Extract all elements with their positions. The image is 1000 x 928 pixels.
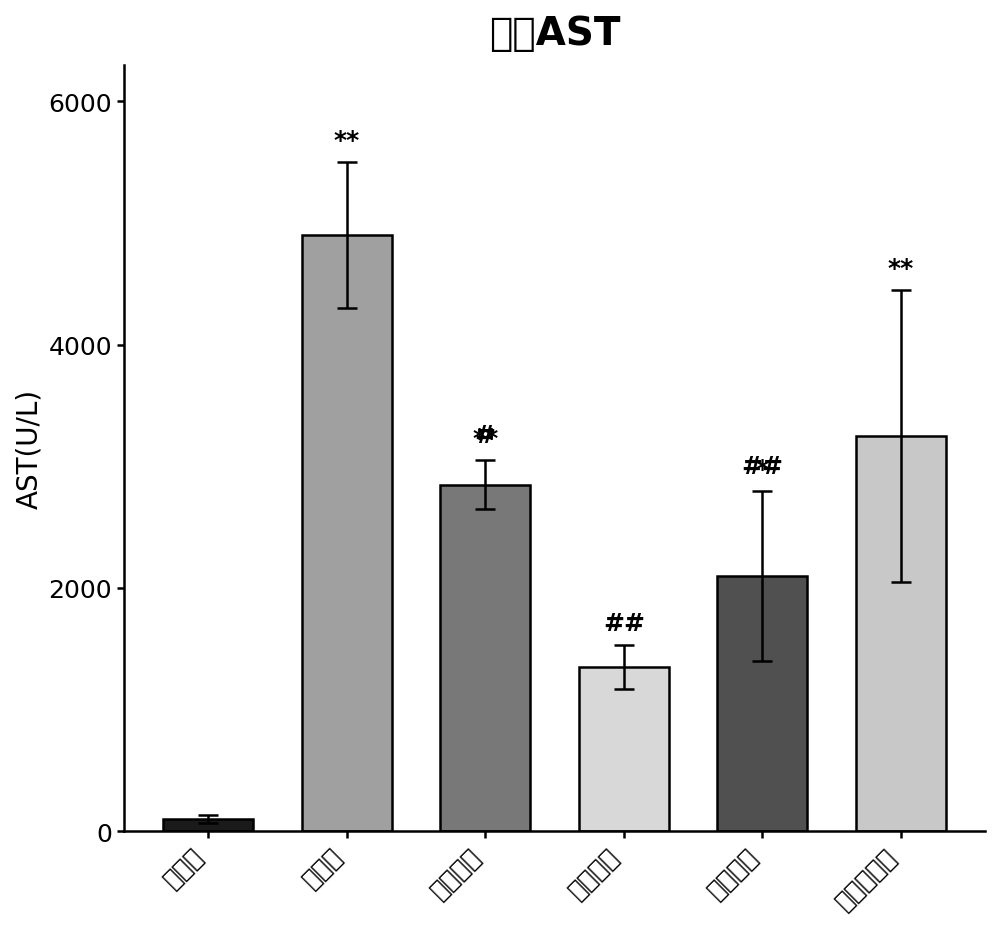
Text: **: ** [888, 257, 914, 281]
Text: ##: ## [741, 454, 783, 478]
Y-axis label: AST(U/L): AST(U/L) [15, 389, 43, 509]
Bar [302, 236, 392, 831]
Bar [163, 819, 253, 831]
Bar [579, 667, 669, 831]
Text: #: # [475, 424, 496, 447]
Bar [440, 485, 530, 831]
Bar [856, 436, 946, 831]
Text: **: ** [334, 129, 360, 153]
Text: *: * [756, 458, 769, 482]
Bar [717, 576, 807, 831]
Text: ##: ## [603, 612, 645, 636]
Title: 血清AST: 血清AST [489, 15, 620, 53]
Text: **: ** [472, 427, 498, 451]
